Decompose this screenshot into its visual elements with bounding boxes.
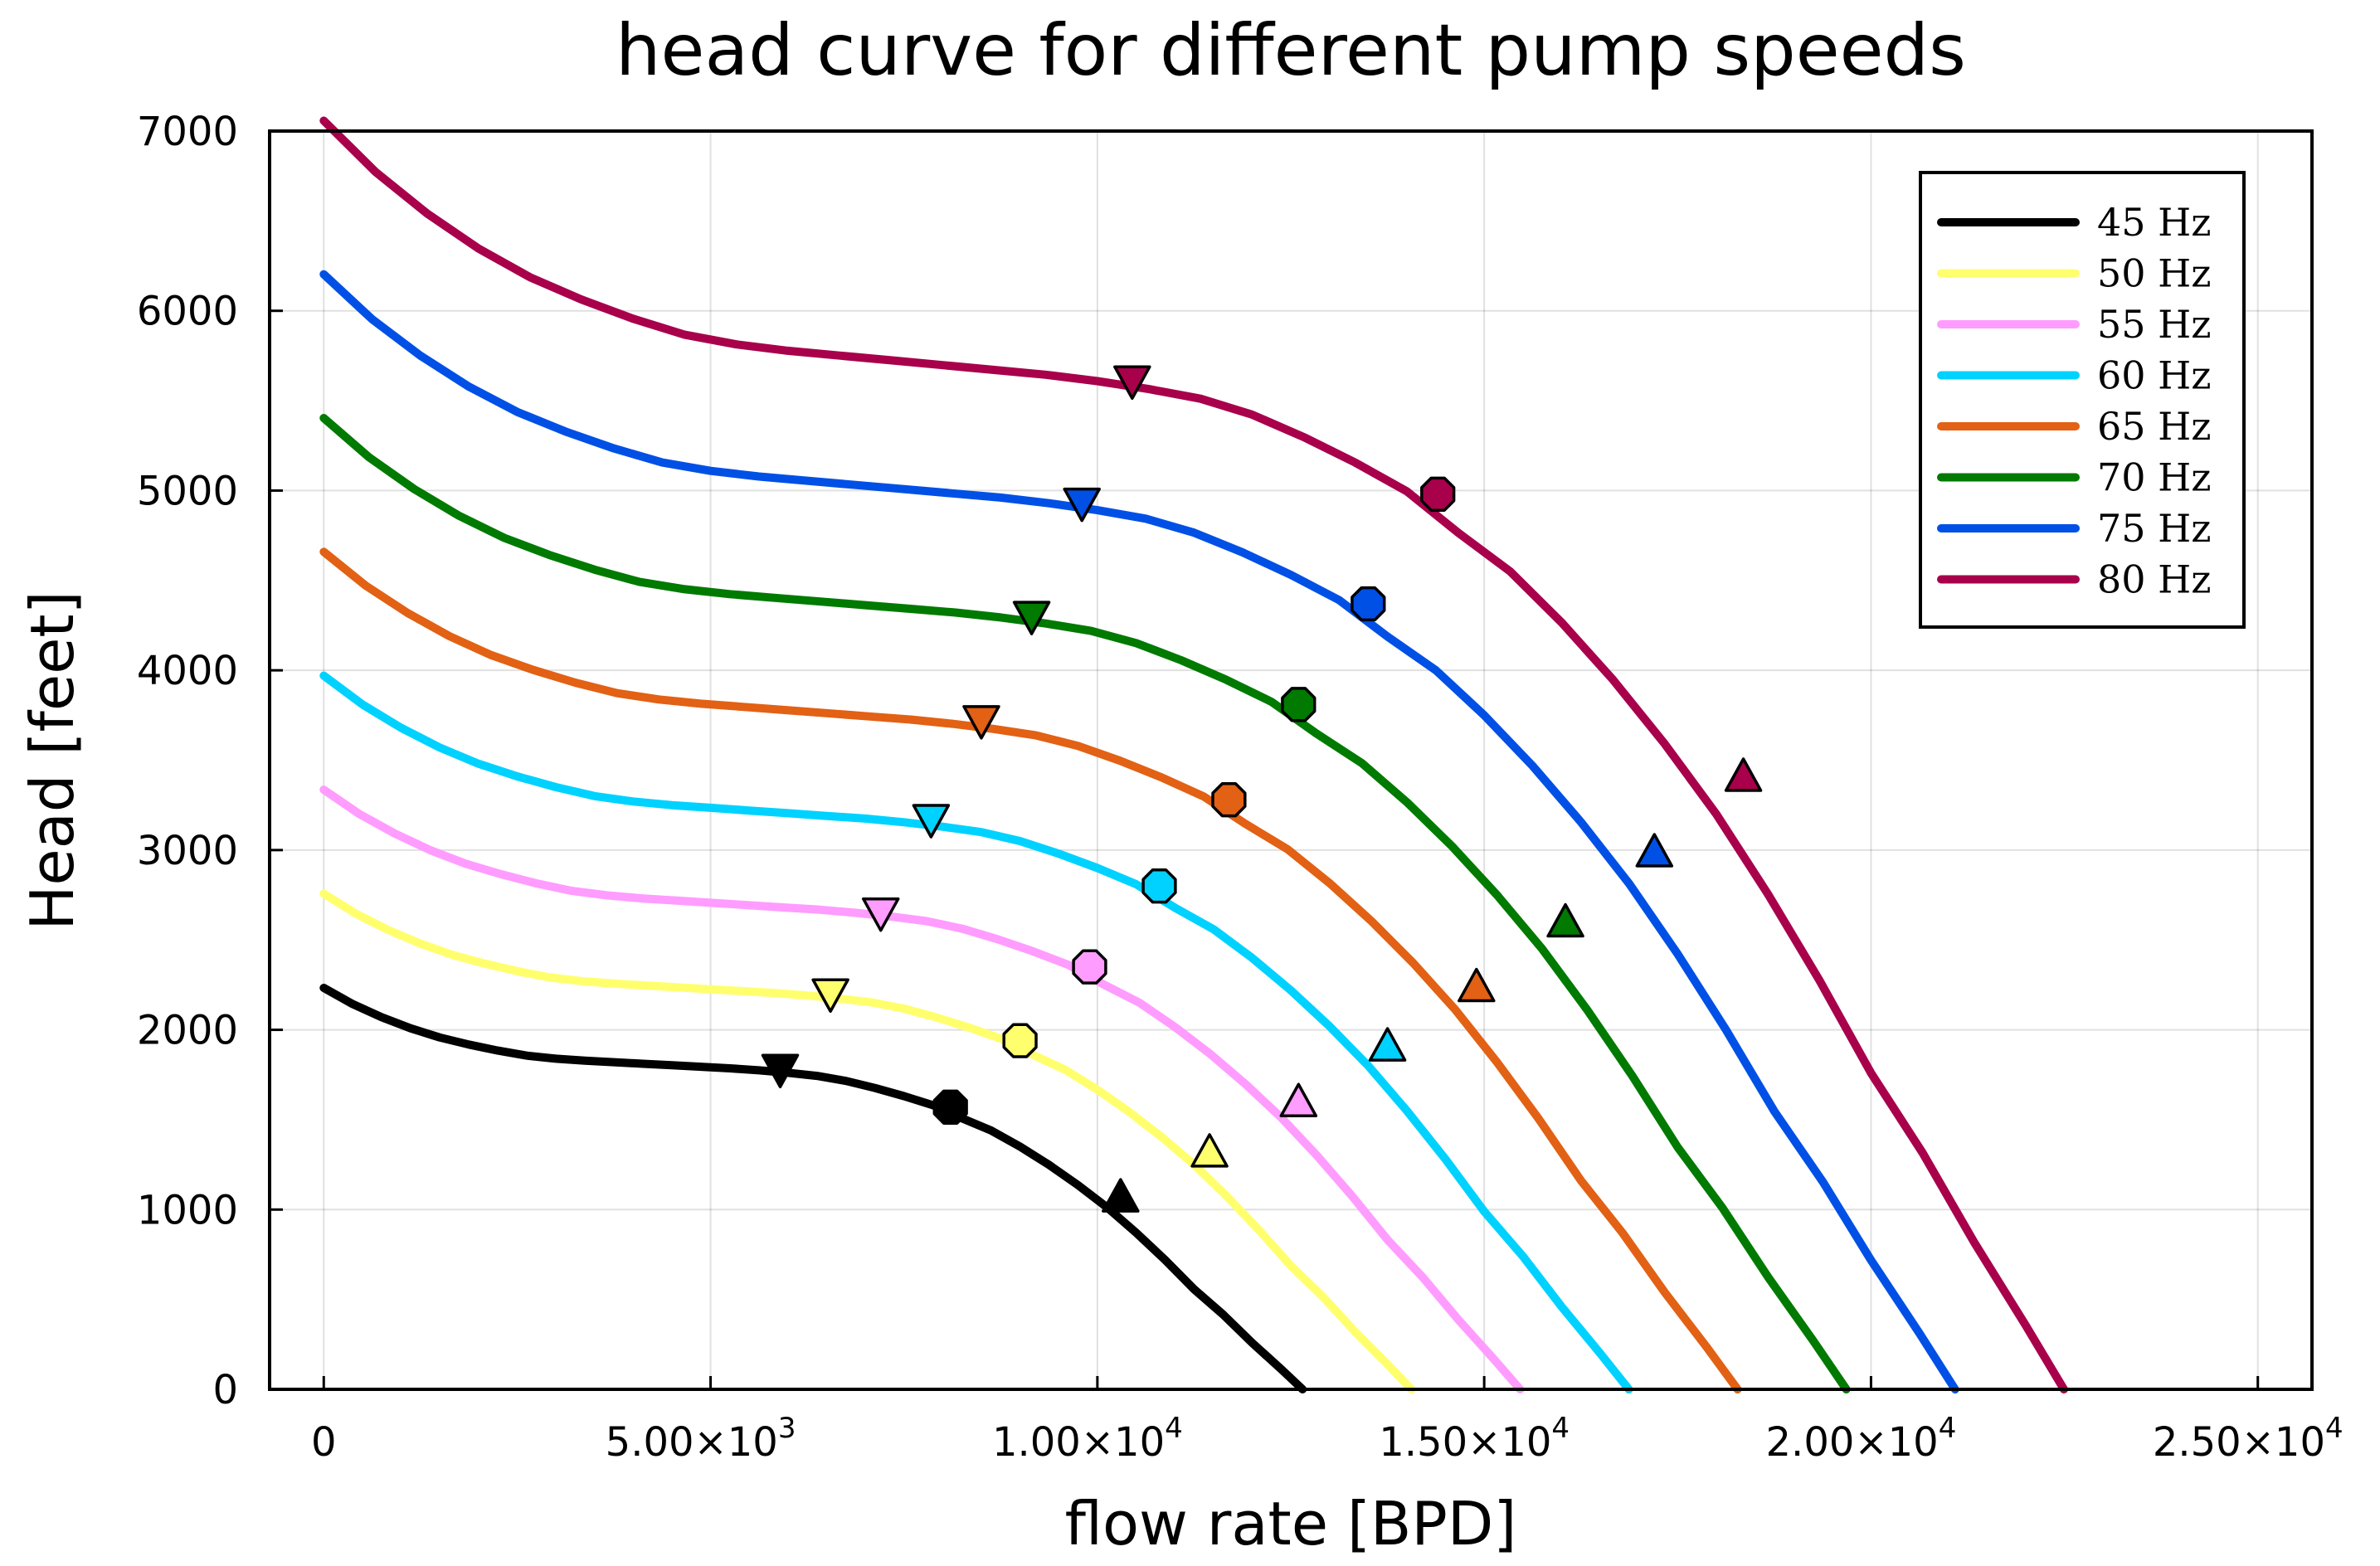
legend-label-55hz: 55 Hz: [2097, 302, 2212, 347]
legend-box: [1919, 171, 2246, 629]
octagon-marker: [1141, 868, 1177, 904]
legend-label-45hz: 45 Hz: [2097, 200, 2212, 245]
triangle-up-marker: [1102, 1178, 1140, 1213]
x-tick-label: 1.00×104: [992, 1412, 1183, 1466]
triangle-up-marker: [1546, 902, 1584, 938]
octagon-marker: [932, 1089, 968, 1125]
x-tick-label: 1.50×104: [1379, 1412, 1570, 1466]
octagon-marker: [1072, 949, 1107, 985]
triangle-up-marker: [1458, 967, 1496, 1003]
series-lines: [319, 116, 2068, 1393]
triangle-down-marker: [1063, 487, 1101, 523]
legend-label-70hz: 70 Hz: [2097, 455, 2212, 500]
triangle-up-marker: [1724, 757, 1763, 792]
octagon-marker: [1002, 1023, 1038, 1058]
y-tick-label: 3000: [137, 828, 238, 874]
legend-label-75hz: 75 Hz: [2097, 506, 2212, 551]
legend-label-50hz: 50 Hz: [2097, 251, 2212, 296]
series-line-70hz: [319, 414, 1851, 1393]
octagon-marker: [1281, 687, 1317, 722]
legend-label-60hz: 60 Hz: [2097, 353, 2212, 398]
legend-label-65hz: 65 Hz: [2097, 404, 2212, 449]
x-tick-label: 0: [311, 1419, 337, 1466]
legend: 45 Hz 50 Hz 55 Hz 60 Hz 65 Hz 70 Hz 75 Hz 80 Hz: [1919, 171, 2246, 629]
y-tick-label: 2000: [137, 1008, 238, 1054]
triangle-up-marker: [1368, 1027, 1407, 1062]
y-tick-label: 0: [212, 1367, 238, 1413]
y-tick-label: 7000: [137, 109, 238, 155]
triangle-down-marker: [962, 705, 1000, 740]
x-tick-label: 5.00×103: [606, 1412, 796, 1466]
series-line-55hz: [319, 785, 1525, 1393]
triangle-down-marker: [861, 897, 900, 932]
x-axis-label: flow rate [BPD]: [1065, 1489, 1517, 1559]
series-markers: [761, 365, 1763, 1213]
chart-title: head curve for different pump speeds: [616, 9, 1966, 92]
triangle-up-marker: [1279, 1082, 1318, 1118]
x-tick-label: 2.50×104: [2153, 1412, 2343, 1466]
triangle-down-marker: [912, 804, 951, 839]
octagon-marker: [1420, 476, 1456, 512]
x-tick-label: 2.00×104: [1766, 1412, 1957, 1466]
y-tick-label: 1000: [137, 1187, 238, 1233]
octagon-marker: [1211, 782, 1247, 818]
series-line-65hz: [319, 547, 1742, 1393]
triangle-down-marker: [1012, 601, 1051, 635]
series-line-60hz: [319, 671, 1633, 1393]
y-tick-label: 5000: [137, 468, 238, 514]
series-line-75hz: [319, 270, 1959, 1393]
series-line-50hz: [319, 889, 1416, 1393]
y-tick-label: 6000: [137, 289, 238, 335]
plot-frame: [268, 129, 2314, 1391]
axis-ticks: 0 5.00×103 1.00×104 1.50×104 2.00×104 2.50×10…: [137, 109, 2343, 1466]
triangle-down-marker: [761, 1053, 800, 1088]
triangle-down-marker: [1113, 365, 1151, 400]
triangle-up-marker: [1190, 1133, 1229, 1168]
octagon-marker: [1351, 586, 1386, 622]
series-line-80hz: [319, 116, 2068, 1393]
y-axis-label: Head [feet]: [17, 591, 87, 931]
triangle-up-marker: [1635, 833, 1674, 868]
y-tick-label: 4000: [137, 648, 238, 694]
triangle-down-marker: [811, 978, 849, 1013]
legend-label-80hz: 80 Hz: [2097, 557, 2212, 602]
series-line-45hz: [319, 984, 1307, 1393]
